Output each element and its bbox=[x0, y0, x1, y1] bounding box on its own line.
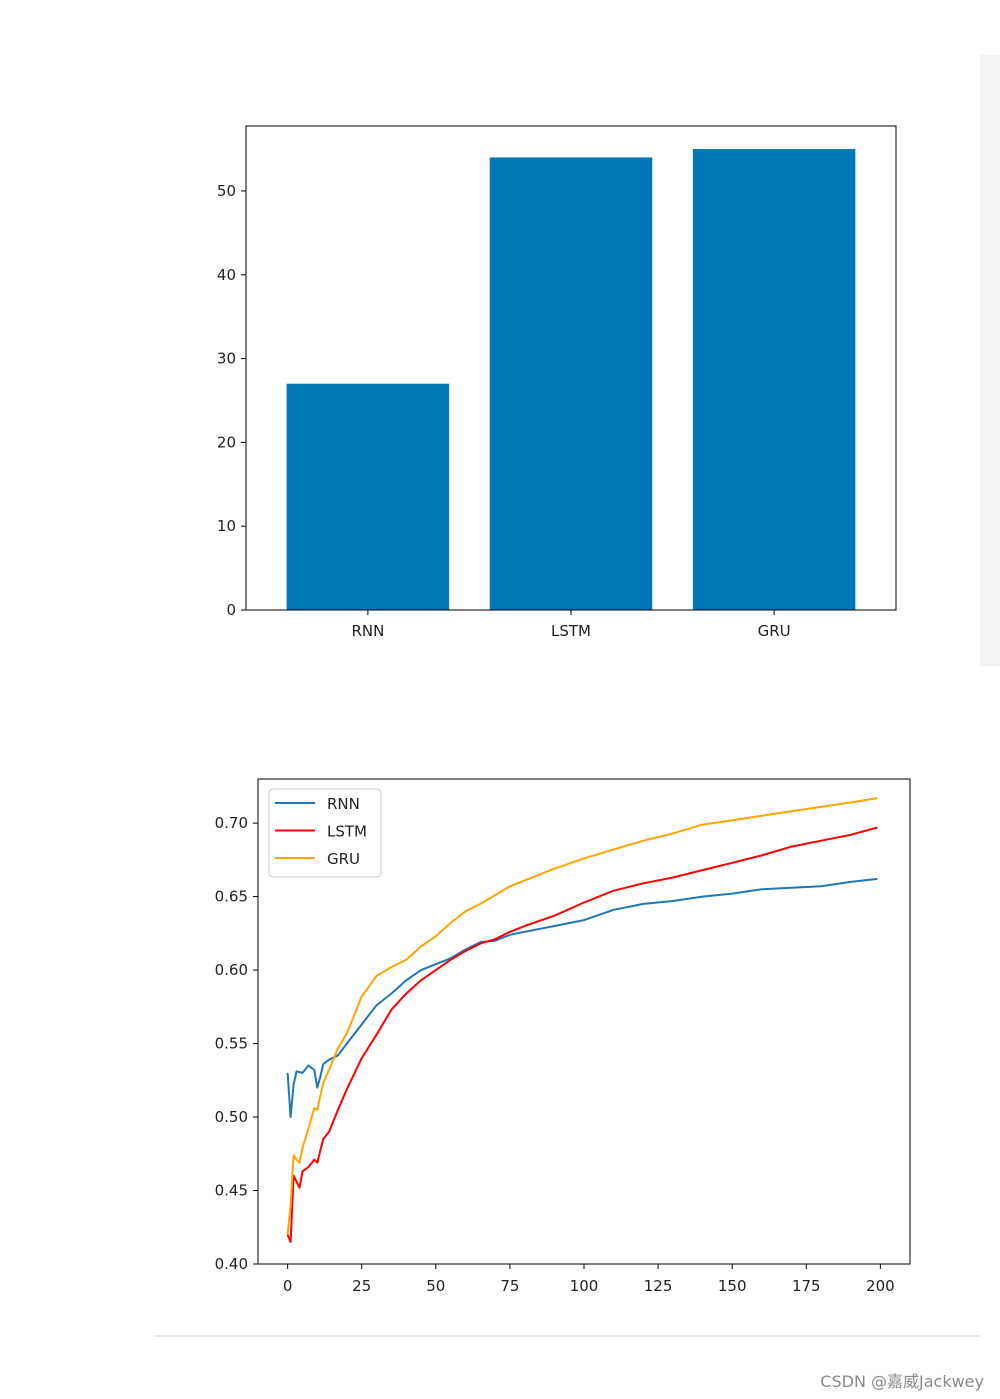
line-ytick-label: 0.65 bbox=[215, 888, 248, 906]
line-xtick-label: 150 bbox=[718, 1277, 747, 1295]
legend-label-gru: GRU bbox=[327, 850, 360, 868]
line-ytick-label: 0.45 bbox=[215, 1182, 248, 1200]
bar-ytick-label: 10 bbox=[217, 517, 236, 535]
bar-rnn bbox=[286, 383, 450, 610]
bar-ytick-label: 40 bbox=[217, 266, 236, 284]
bar-xtick-label: RNN bbox=[351, 622, 384, 640]
bar-chart: 0 10 20 30 40 50 RNN LSTM GRU bbox=[217, 125, 897, 640]
legend-label-lstm: LSTM bbox=[327, 823, 367, 841]
line-ytick-label: 0.70 bbox=[215, 814, 248, 832]
legend-box bbox=[268, 788, 382, 878]
legend-label-rnn: RNN bbox=[327, 795, 360, 813]
scrollbar-track[interactable] bbox=[980, 55, 1000, 666]
watermark-text: CSDN @嘉威Jackwey bbox=[820, 1372, 984, 1391]
bar-xtick-label: GRU bbox=[758, 622, 791, 640]
bar-lstm bbox=[489, 157, 653, 610]
bar-ytick-label: 20 bbox=[217, 433, 236, 451]
line-xtick-label: 50 bbox=[426, 1277, 445, 1295]
series-line-lstm bbox=[286, 826, 878, 1243]
series-line-rnn bbox=[286, 877, 878, 1118]
bottom-divider bbox=[155, 1335, 980, 1337]
line-ytick-label: 0.55 bbox=[215, 1035, 248, 1053]
line-xtick-label: 175 bbox=[792, 1277, 821, 1295]
line-xtick-label: 0 bbox=[283, 1277, 293, 1295]
line-xtick-label: 25 bbox=[352, 1277, 371, 1295]
line-xtick-label: 75 bbox=[500, 1277, 519, 1295]
line-xtick-label: 100 bbox=[570, 1277, 599, 1295]
line-ytick-label: 0.60 bbox=[215, 961, 248, 979]
bar-xtick-label: LSTM bbox=[551, 622, 591, 640]
bar-ytick-label: 0 bbox=[226, 601, 236, 619]
line-xtick-label: 200 bbox=[866, 1277, 895, 1295]
series-line-gru bbox=[286, 797, 878, 1235]
line-ytick-label: 0.40 bbox=[215, 1255, 248, 1273]
bar-ytick-label: 50 bbox=[217, 182, 236, 200]
bar-gru bbox=[692, 149, 856, 611]
line-ytick-label: 0.50 bbox=[215, 1108, 248, 1126]
bar-ytick-label: 30 bbox=[217, 350, 236, 368]
line-chart: 0.40 0.45 0.50 0.55 0.60 0.65 0.70 0 25 50 75 100 12… bbox=[215, 778, 911, 1295]
line-xtick-label: 125 bbox=[644, 1277, 673, 1295]
